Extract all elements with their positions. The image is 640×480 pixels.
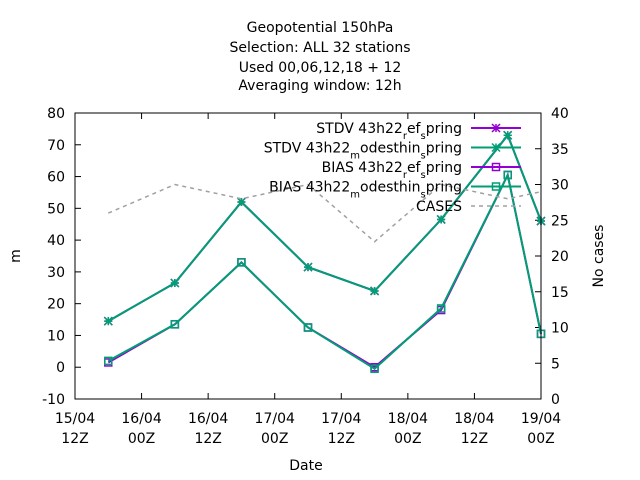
x-axis-label: Date xyxy=(289,458,322,474)
y-tick-label: 20 xyxy=(47,297,65,313)
y2-tick-label: 5 xyxy=(551,356,560,372)
y2-axis-label: No cases xyxy=(591,225,607,288)
y2-tick-label: 0 xyxy=(551,392,560,408)
legend-label: STDV 43h22refspring xyxy=(316,121,462,142)
legend-label-part: odesthin xyxy=(360,180,420,196)
y2-tick-label: 15 xyxy=(551,285,569,301)
x-tick-label-time: 00Z xyxy=(261,431,288,447)
x-tick-label-date: 18/04 xyxy=(454,411,494,427)
legend-label-part: BIAS 43h22 xyxy=(269,180,350,196)
data-point xyxy=(503,170,512,180)
y-tick-label: 50 xyxy=(47,201,65,217)
legend-label-subscript: s xyxy=(420,131,425,142)
legend-label-part: ef xyxy=(407,121,422,137)
legend-sample-marker xyxy=(491,182,501,191)
data-point xyxy=(104,356,113,366)
x-tick-label-date: 16/04 xyxy=(121,411,161,427)
legend-label: CASES xyxy=(416,199,462,215)
legend-label-part: STDV 43h22 xyxy=(264,141,351,157)
legend-label-subscript: r xyxy=(403,131,408,142)
title-line: Selection: ALL 32 stations xyxy=(229,40,410,56)
legend-label-part: STDV 43h22 xyxy=(316,121,403,137)
legend-label-part: pring xyxy=(426,141,462,157)
y-tick-label: 40 xyxy=(47,233,65,249)
data-point xyxy=(370,286,380,296)
legend-sample-marker xyxy=(491,142,501,153)
title-line: Used 00,06,12,18 + 12 xyxy=(239,60,402,76)
data-point xyxy=(103,316,113,326)
data-point xyxy=(170,320,180,329)
series-4 xyxy=(108,183,542,243)
title-line: Averaging window: 12h xyxy=(238,78,401,94)
x-tick-label-time: 00Z xyxy=(527,431,554,447)
x-tick-label-date: 16/04 xyxy=(188,411,228,427)
legend-label-part: pring xyxy=(426,121,462,137)
y2-tick-label: 10 xyxy=(551,321,569,337)
legend-label-subscript: m xyxy=(350,150,360,161)
data-point xyxy=(237,258,246,267)
data-point xyxy=(436,214,446,224)
legend-label-part: ef xyxy=(407,160,422,176)
y2-tick-label: 20 xyxy=(551,249,569,265)
y-axis-label: m xyxy=(8,249,24,263)
data-point xyxy=(170,278,180,288)
legend-sample-marker xyxy=(491,123,501,133)
legend-label-part: pring xyxy=(426,160,462,176)
series-line xyxy=(107,171,542,371)
y-tick-label: 70 xyxy=(47,138,65,154)
x-tick-label-date: 15/04 xyxy=(55,411,95,427)
y2-tick-label: 35 xyxy=(551,142,569,158)
series-line xyxy=(108,183,542,243)
legend-label: BIAS 43h22modesthinspring xyxy=(269,180,462,201)
legend-label-part: CASES xyxy=(416,199,462,215)
y-tick-label: 30 xyxy=(47,265,65,281)
x-tick-label-time: 12Z xyxy=(461,431,488,447)
ticks-layer: -10 0 10 20 30 40 50 60 70 80 0 5 10 15 20 25 30 35 40 15/0… xyxy=(42,106,569,447)
legend-label-part: pring xyxy=(426,180,462,196)
x-tick-label-date: 18/04 xyxy=(388,411,428,427)
legend-label: BIAS 43h22refspring xyxy=(322,160,462,181)
series-2 xyxy=(104,170,546,372)
title-line: Geopotential 150hPa xyxy=(247,20,394,36)
data-point xyxy=(303,323,313,332)
y2-tick-label: 40 xyxy=(551,106,569,122)
legend-label-part: odesthin xyxy=(360,141,420,157)
legend-label-subscript: r xyxy=(403,170,408,181)
data-point xyxy=(236,197,246,207)
x-tick-label-date: 19/04 xyxy=(521,411,561,427)
y2-tick-label: 25 xyxy=(551,213,569,229)
chart-title: Geopotential 150hPa Selection: ALL 32 st… xyxy=(229,20,410,94)
plot-frame xyxy=(74,112,542,400)
y-tick-label: 10 xyxy=(47,328,65,344)
x-tick-label-date: 17/04 xyxy=(255,411,295,427)
y2-tick-label: 30 xyxy=(551,178,569,194)
x-tick-label-date: 17/04 xyxy=(321,411,361,427)
x-tick-label-time: 12Z xyxy=(61,431,88,447)
legend-label-part: BIAS 43h22 xyxy=(322,160,403,176)
data-point xyxy=(503,130,513,140)
legend-label-subscript: s xyxy=(420,189,425,200)
legend-label-subscript: s xyxy=(420,170,425,181)
y-tick-label: 60 xyxy=(47,170,65,186)
series-layer xyxy=(103,130,546,374)
y-tick-label: -10 xyxy=(42,392,65,408)
legend-sample-marker xyxy=(491,162,501,172)
x-tick-label-time: 12Z xyxy=(328,431,355,447)
x-tick-label-time: 00Z xyxy=(128,431,155,447)
data-point xyxy=(303,262,313,272)
series-3 xyxy=(104,170,546,374)
x-tick-label-time: 00Z xyxy=(394,431,421,447)
y-tick-label: 80 xyxy=(47,106,65,122)
data-point xyxy=(370,364,379,374)
data-point xyxy=(436,304,446,313)
x-tick-label-time: 12Z xyxy=(194,431,221,447)
legend-label-subscript: s xyxy=(420,150,425,161)
legend-label-subscript: m xyxy=(350,189,360,200)
y-tick-label: 0 xyxy=(56,360,65,376)
legend-label: STDV 43h22modesthinspring xyxy=(264,141,462,162)
